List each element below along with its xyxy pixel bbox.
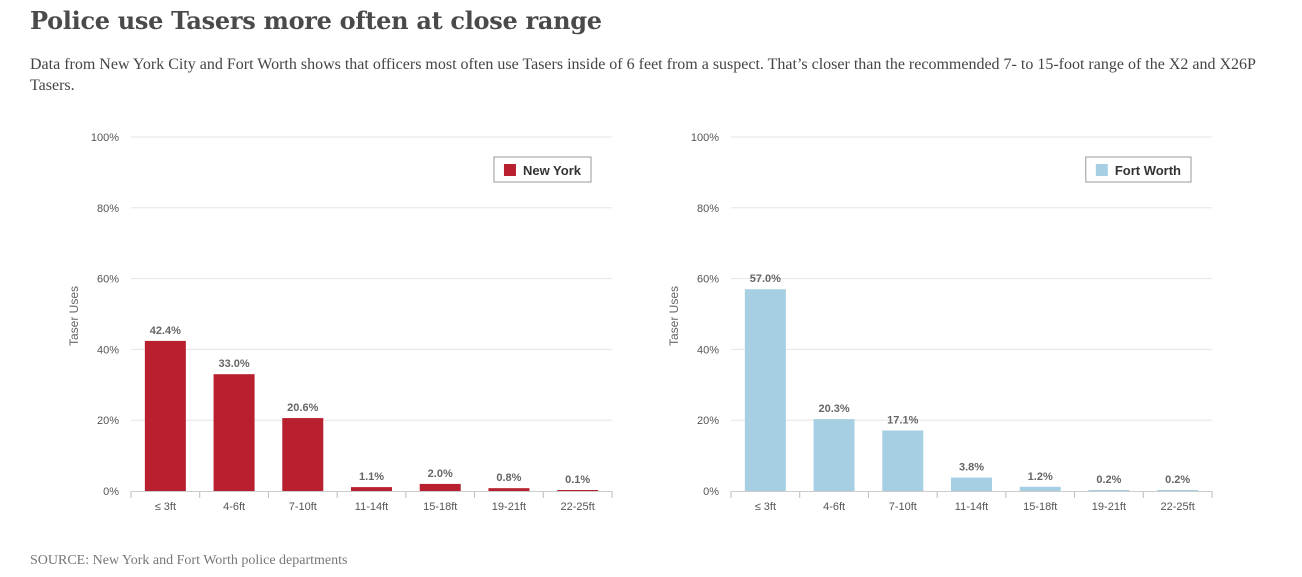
y-tick-label: 20% [697,415,719,427]
x-tick-label: 7-10ft [289,501,317,513]
bar [213,374,255,491]
bar [419,483,461,491]
y-axis-label: Taser Uses [667,286,681,346]
bar [1019,486,1061,491]
x-tick-label: 11-14ft [955,501,988,513]
bar-value-label: 33.0% [218,358,249,370]
bar [951,477,992,491]
y-tick-label: 60% [97,274,119,286]
legend-swatch [503,164,516,176]
y-tick-label: 60% [697,274,719,286]
x-tick-label: 4-6ft [223,501,245,513]
bar-value-label: 17.1% [887,414,918,426]
y-tick-label: 80% [97,203,119,215]
x-tick-label: 19-21ft [492,501,526,513]
page-subtitle: Data from New York City and Fort Worth s… [30,56,1256,94]
bar-value-label: 0.2% [1096,474,1121,486]
bar [1088,490,1130,491]
x-tick-label: 22-25ft [561,501,595,513]
bar-value-label: 0.2% [1165,474,1190,486]
bar-value-label: 20.6% [287,402,318,414]
legend-label: Fort Worth [1115,163,1181,178]
x-tick-label: 7-10ft [889,501,917,513]
x-tick-label: 11-14ft [355,501,388,513]
bar [557,490,599,491]
bar [351,487,392,491]
y-tick-label: 40% [697,344,719,356]
bar-value-label: 0.8% [496,472,521,484]
bar-value-label: 1.2% [1028,471,1053,483]
legend-label: New York [523,163,582,178]
bar-value-label: 2.0% [428,468,453,480]
bar [144,340,186,491]
source-note: SOURCE: New York and Fort Worth police d… [30,553,348,568]
bar-value-label: 20.3% [818,403,849,415]
x-tick-label: ≤ 3ft [155,501,176,513]
y-tick-label: 100% [691,132,719,144]
y-tick-label: 80% [697,203,719,215]
bar-value-label: 0.1% [565,474,590,486]
y-tick-label: 0% [703,486,719,498]
x-tick-label: 15-18ft [423,501,457,513]
x-tick-label: ≤ 3ft [755,501,776,513]
y-tick-label: 0% [103,486,119,498]
bar-value-label: 57.0% [750,273,781,285]
bar [282,418,324,491]
chart-new-york: 0% 20% 40% 60% 80% 100% Taser Uses 42.4% ≤ 3ft 33… [67,132,613,513]
y-tick-label: 20% [97,415,119,427]
bar-value-label: 1.1% [359,471,384,483]
x-tick-label: 22-25ft [1161,501,1195,513]
y-tick-label: 40% [97,344,119,356]
bar-value-label: 42.4% [150,325,181,337]
bar [488,488,530,491]
bar-value-label: 3.8% [959,462,984,474]
bar [1157,490,1199,491]
x-tick-label: 19-21ft [1092,501,1126,513]
bar [813,419,855,491]
x-tick-label: 4-6ft [823,501,845,513]
x-tick-label: 15-18ft [1023,501,1057,513]
bar [744,289,786,491]
page-title: Police use Tasers more often at close ra… [30,6,602,35]
y-axis-label: Taser Uses [67,286,81,346]
bar [882,430,924,491]
legend-swatch [1095,164,1108,176]
y-tick-label: 100% [91,132,119,144]
